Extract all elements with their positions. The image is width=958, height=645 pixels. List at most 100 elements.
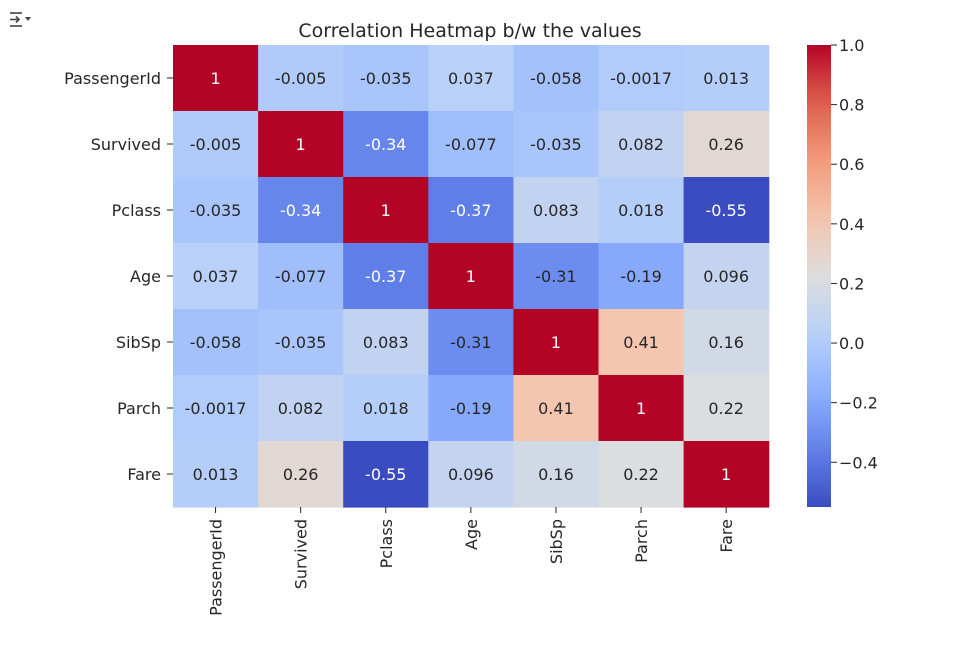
y-tick-label: Parch (117, 399, 161, 418)
cell-annotation: 0.096 (448, 465, 494, 484)
chart-title: Correlation Heatmap b/w the values (298, 20, 641, 42)
heatmap-cell-passengerid-parch (598, 45, 685, 112)
colorbar-tick-label: 0.0 (839, 334, 864, 353)
y-tick-label: Fare (127, 465, 161, 484)
cell-annotation: -0.31 (535, 267, 576, 286)
cell-annotation: -0.34 (365, 135, 406, 154)
heatmap-cells (173, 45, 770, 508)
heatmap-cell-parch-passengerid (173, 375, 259, 442)
heatmap-cell-pclass-age (428, 177, 514, 244)
heatmap-cell-age-fare (683, 243, 770, 310)
cell-annotation: 1 (551, 333, 561, 352)
heatmap-annotations: 1 -0.005 -0.035 0.037 -0.058 -0.0017 0.013 -0.0… (185, 69, 749, 484)
cell-annotation: 0.018 (618, 201, 664, 220)
cell-annotation: 1 (296, 135, 306, 154)
heatmap-cell-age-parch (598, 243, 685, 310)
cell-annotation: -0.005 (275, 69, 327, 88)
cell-annotation: 0.41 (538, 399, 574, 418)
cell-annotation: 0.41 (623, 333, 659, 352)
colorbar-gradient (807, 45, 831, 507)
heatmap-cell-survived-passengerid (173, 111, 259, 178)
y-tick-label: Survived (91, 135, 161, 154)
heatmap-cell-fare-sibsp (513, 441, 600, 508)
heatmap-cell-sibsp-survived (258, 309, 344, 376)
heatmap-cell-passengerid-sibsp (513, 45, 600, 112)
cell-annotation: -0.37 (450, 201, 491, 220)
cell-annotation: 1 (466, 267, 476, 286)
heatmap-cell-age-survived (258, 243, 344, 310)
heatmap-cell-sibsp-sibsp (513, 309, 600, 376)
colorbar-tick-label: 0.4 (839, 215, 864, 234)
cell-annotation: 0.26 (708, 135, 744, 154)
cell-annotation: 0.096 (703, 267, 749, 286)
heatmap-cell-fare-parch (598, 441, 685, 508)
heatmap-cell-age-passengerid (173, 243, 259, 310)
cell-annotation: -0.058 (530, 69, 582, 88)
heatmap-cell-age-pclass (343, 243, 429, 310)
heatmap-cell-parch-survived (258, 375, 344, 442)
colorbar-tick-label: 0.2 (839, 274, 864, 293)
heatmap-cell-survived-pclass (343, 111, 429, 178)
cell-annotation: 1 (721, 465, 731, 484)
output-collapse-icon[interactable] (7, 9, 33, 31)
heatmap-cell-fare-fare (683, 441, 770, 508)
cell-annotation: 0.082 (278, 399, 324, 418)
heatmap-cell-passengerid-age (428, 45, 514, 112)
heatmap-cell-parch-pclass (343, 375, 429, 442)
heatmap-cell-age-sibsp (513, 243, 600, 310)
heatmap-cell-passengerid-passengerid (173, 45, 259, 112)
heatmap-cell-parch-parch (598, 375, 685, 442)
heatmap-cell-survived-fare (683, 111, 770, 178)
heatmap-cell-parch-age (428, 375, 514, 442)
colorbar: −0.4 −0.2 0.0 0.2 0.4 0.6 0.8 1.0 (807, 36, 878, 507)
cell-annotation: -0.035 (275, 333, 327, 352)
cell-annotation: 0.16 (708, 333, 744, 352)
heatmap-cell-pclass-passengerid (173, 177, 259, 244)
cell-annotation: -0.55 (705, 201, 746, 220)
cell-annotation: -0.34 (280, 201, 321, 220)
cell-annotation: -0.035 (190, 201, 242, 220)
heatmap-cell-fare-passengerid (173, 441, 259, 508)
heatmap-cell-pclass-fare (683, 177, 770, 244)
heatmap-cell-pclass-sibsp (513, 177, 600, 244)
heatmap-cell-parch-sibsp (513, 375, 600, 442)
heatmap-cell-sibsp-parch (598, 309, 685, 376)
cell-annotation: 0.013 (703, 69, 749, 88)
cell-annotation: 0.16 (538, 465, 574, 484)
heatmap-cell-fare-age (428, 441, 514, 508)
colorbar-tick-label: −0.2 (839, 394, 878, 413)
cell-annotation: -0.035 (360, 69, 412, 88)
heatmap-cell-passengerid-fare (683, 45, 770, 112)
y-tick-label: SibSp (116, 333, 161, 352)
heatmap-cell-pclass-parch (598, 177, 685, 244)
cell-annotation: 0.037 (193, 267, 239, 286)
cell-annotation: 1 (381, 201, 391, 220)
x-tick-label: PassengerId (207, 519, 226, 616)
heatmap-cell-sibsp-age (428, 309, 514, 376)
colorbar-tick-label: 0.8 (839, 96, 864, 115)
cell-annotation: -0.035 (530, 135, 582, 154)
cell-annotation: 0.013 (193, 465, 239, 484)
cell-annotation: -0.19 (450, 399, 491, 418)
heatmap-cell-passengerid-survived (258, 45, 344, 112)
cell-annotation: -0.19 (620, 267, 661, 286)
heatmap-cell-sibsp-pclass (343, 309, 429, 376)
y-tick-label: PassengerId (64, 69, 161, 88)
heatmap-cell-pclass-survived (258, 177, 344, 244)
y-axis: PassengerId Survived Pclass Age SibSp Parch Fa… (64, 69, 173, 484)
cell-annotation: -0.0017 (185, 399, 247, 418)
y-tick-label: Age (130, 267, 161, 286)
colorbar-tick-label: 1.0 (839, 36, 864, 55)
colorbar-tick-label: 0.6 (839, 155, 864, 174)
cell-annotation: 1 (210, 69, 220, 88)
cell-annotation: 0.083 (363, 333, 409, 352)
x-tick-label: Pclass (377, 519, 396, 568)
cell-annotation: -0.058 (190, 333, 242, 352)
heatmap-cell-sibsp-fare (683, 309, 770, 376)
heatmap-cell-sibsp-passengerid (173, 309, 259, 376)
cell-annotation: -0.37 (365, 267, 406, 286)
cell-annotation: 0.037 (448, 69, 494, 88)
x-tick-label: Survived (292, 519, 311, 589)
heatmap-cell-survived-sibsp (513, 111, 600, 178)
